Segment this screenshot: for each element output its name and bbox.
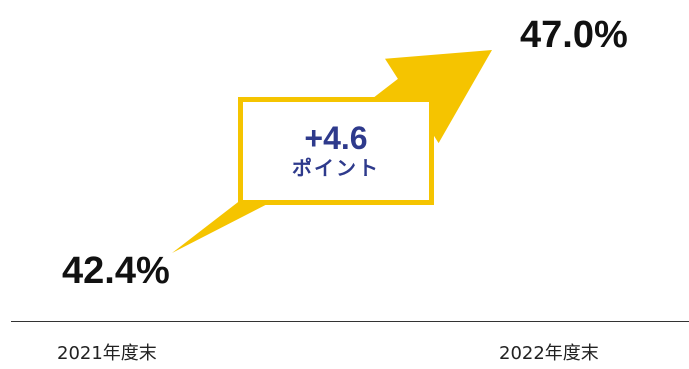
x-axis-line [11,321,689,322]
change-value: +4.6 [304,120,368,157]
data-label-2021: 42.4% [62,250,170,292]
change-unit: ポイント [292,155,380,180]
data-label-2022: 47.0% [520,14,628,56]
x-tick-label-2021: 2021年度末 [57,343,157,364]
change-callout: +4.6 ポイント [238,97,434,205]
x-tick-label-2022: 2022年度末 [499,343,599,364]
